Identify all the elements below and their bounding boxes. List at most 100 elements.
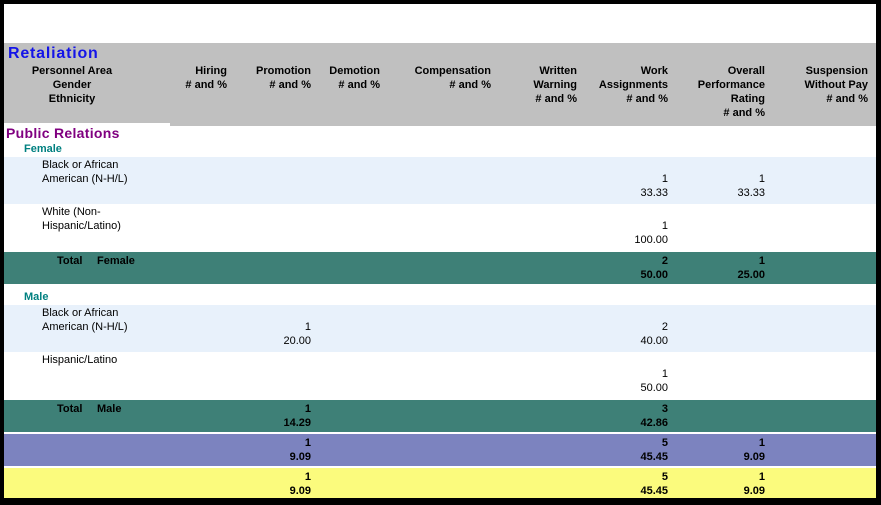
value-cell-promotion [227, 204, 311, 252]
table-header: Personnel Area Gender Ethnicity Hiring #… [4, 64, 876, 120]
summary-row-label [4, 436, 140, 466]
value-cell-demotion [311, 254, 380, 284]
ethnicity-row: Black or African American (N-H/L) 1 33.33 1… [4, 157, 876, 204]
report-header-band: Retaliation Personnel Area Gender Ethnic… [4, 43, 876, 123]
column-header-overall-performance-rating: Overall Performance Rating # and % [697, 65, 765, 119]
value-cell-written-warning [491, 204, 577, 252]
count-value: 5 [661, 437, 668, 449]
value-cell-work-assignments: 5 45.45 [577, 436, 668, 466]
percent-value: 9.09 [289, 451, 311, 463]
column-header-written-warning: Written Warning # and % [533, 65, 577, 105]
value-cell-suspension-without-pay [765, 204, 868, 252]
value-cell-promotion [227, 157, 311, 204]
value-cell-hiring [140, 305, 227, 352]
ethnicity-row: White (Non-Hispanic/Latino) 1 100.00 [4, 204, 876, 252]
report-title: Retaliation [8, 45, 99, 62]
percent-value: 100.00 [634, 234, 668, 246]
percent-value: 45.45 [640, 485, 668, 497]
count-value: 1 [304, 437, 311, 449]
value-cell-demotion [311, 470, 380, 498]
value-cell-suspension-without-pay [765, 254, 868, 284]
count-value: 1 [304, 321, 311, 333]
value-cell-compensation [380, 470, 491, 498]
value-cell-demotion [311, 305, 380, 352]
count-value: 1 [758, 255, 765, 267]
total-row: Total Male 1 14.29 3 42.86 [4, 400, 876, 432]
value-cell-overall-performance-rating [668, 305, 765, 352]
value-cell-promotion: 1 9.09 [227, 470, 311, 498]
value-cell-demotion [311, 436, 380, 466]
value-cell-suspension-without-pay [765, 157, 868, 204]
count-value: 5 [661, 471, 668, 483]
value-cell-hiring [140, 157, 227, 204]
gender-label: Male [24, 291, 49, 303]
header-underline-strip [4, 123, 876, 126]
value-cell-hiring [140, 402, 227, 432]
total-row: Total Female 2 50.00 1 25.00 [4, 252, 876, 284]
value-cell-suspension-without-pay [765, 436, 868, 466]
ethnicity-row: Black or African American (N-H/L) 1 20.00 2… [4, 305, 876, 352]
count-value: 1 [661, 368, 668, 380]
value-cell-compensation [380, 254, 491, 284]
gender-group: Male Black or African American (N-H/L) 1 20… [4, 289, 876, 432]
value-cell-work-assignments: 2 50.00 [577, 254, 668, 284]
percent-value: 33.33 [737, 187, 765, 199]
value-cell-promotion: 1 9.09 [227, 436, 311, 466]
gender-group: Female Black or African American (N-H/L) 1… [4, 141, 876, 284]
percent-value: 9.09 [743, 485, 765, 497]
count-value: 1 [304, 403, 311, 415]
value-cell-compensation [380, 305, 491, 352]
value-cell-suspension-without-pay [765, 402, 868, 432]
summary-row-yellow: 1 9.09 5 45.45 1 9.09 [4, 468, 876, 498]
value-cell-written-warning [491, 254, 577, 284]
total-row-label: Total Male [4, 402, 140, 432]
value-cell-work-assignments: 1 33.33 [577, 157, 668, 204]
section-label: Public Relations [6, 125, 120, 141]
total-gender: Male [97, 403, 122, 415]
total-word: Total [57, 403, 83, 415]
ethnicity-label: Black or African American (N-H/L) [42, 307, 128, 333]
total-word: Total [57, 255, 83, 267]
value-cell-hiring [140, 470, 227, 498]
percent-value: 25.00 [737, 269, 765, 281]
value-cell-compensation [380, 204, 491, 252]
value-cell-work-assignments: 1 100.00 [577, 204, 668, 252]
value-cell-promotion: 1 20.00 [227, 305, 311, 352]
percent-value: 14.29 [283, 417, 311, 429]
percent-value: 33.33 [640, 187, 668, 199]
value-cell-written-warning [491, 157, 577, 204]
value-cell-overall-performance-rating: 1 25.00 [668, 254, 765, 284]
percent-value: 50.00 [640, 269, 668, 281]
value-cell-compensation [380, 402, 491, 432]
value-cell-written-warning [491, 402, 577, 432]
value-cell-suspension-without-pay [765, 305, 868, 352]
percent-value: 20.00 [283, 335, 311, 347]
ethnicity-label: Black or African American (N-H/L) [42, 159, 128, 185]
value-cell-written-warning [491, 305, 577, 352]
ethnicity-label: Hispanic/Latino [42, 354, 118, 366]
count-value: 2 [661, 321, 668, 333]
ethnicity-row: Hispanic/Latino 1 50.00 [4, 352, 876, 400]
percent-value: 50.00 [640, 382, 668, 394]
value-cell-written-warning [491, 470, 577, 498]
column-header-compensation: Compensation # and % [414, 65, 491, 91]
column-header-promotion: Promotion # and % [256, 65, 311, 91]
count-value: 1 [758, 471, 765, 483]
total-row-label: Total Female [4, 254, 140, 284]
value-cell-overall-performance-rating [668, 402, 765, 432]
total-gender: Female [97, 255, 135, 267]
value-cell-demotion [311, 204, 380, 252]
value-cell-work-assignments: 3 42.86 [577, 402, 668, 432]
column-header-hiring: Hiring # and % [185, 65, 227, 91]
value-cell-compensation [380, 352, 491, 400]
percent-value: 45.45 [640, 451, 668, 463]
count-value: 1 [304, 471, 311, 483]
summary-row-purple: 1 9.09 5 45.45 1 9.09 [4, 434, 876, 466]
value-cell-work-assignments: 2 40.00 [577, 305, 668, 352]
value-cell-work-assignments: 5 45.45 [577, 470, 668, 498]
value-cell-hiring [140, 436, 227, 466]
summary-row-label [4, 470, 140, 498]
value-cell-written-warning [491, 352, 577, 400]
value-cell-hiring [140, 352, 227, 400]
